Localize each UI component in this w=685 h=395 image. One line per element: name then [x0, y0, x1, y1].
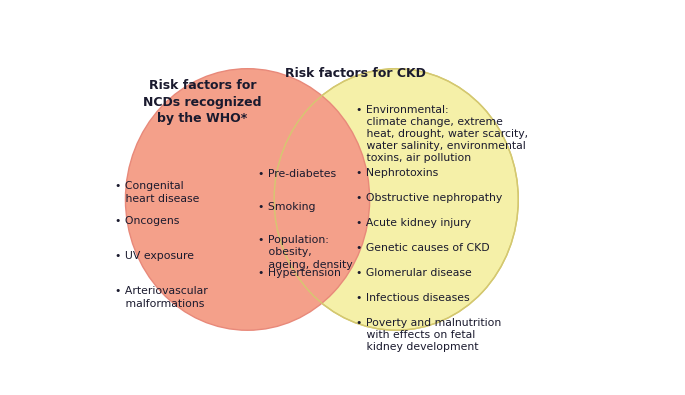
Text: • Poverty and malnutrition
   with effects on fetal
   kidney development: • Poverty and malnutrition with effects … — [356, 318, 501, 352]
Ellipse shape — [274, 69, 519, 330]
Text: • Obstructive nephropathy: • Obstructive nephropathy — [356, 193, 503, 203]
Text: • Glomerular disease: • Glomerular disease — [356, 268, 472, 278]
Text: • Oncogens: • Oncogens — [115, 216, 179, 226]
Text: • Congenital
   heart disease: • Congenital heart disease — [115, 181, 199, 204]
Text: • Acute kidney injury: • Acute kidney injury — [356, 218, 471, 228]
Text: • Infectious diseases: • Infectious diseases — [356, 293, 470, 303]
Text: Risk factors for
NCDs recognized
by the WHO*: Risk factors for NCDs recognized by the … — [143, 79, 262, 125]
Text: • Nephrotoxins: • Nephrotoxins — [356, 168, 438, 178]
Text: • Smoking: • Smoking — [258, 202, 316, 212]
Text: • Arteriovascular
   malformations: • Arteriovascular malformations — [115, 286, 208, 308]
Text: • Population:
   obesity,
   ageing, density: • Population: obesity, ageing, density — [258, 235, 353, 269]
Ellipse shape — [125, 69, 370, 330]
Text: • Environmental:
   climate change, extreme
   heat, drought, water scarcity,
  : • Environmental: climate change, extreme… — [356, 105, 529, 163]
Text: • Pre-diabetes: • Pre-diabetes — [258, 169, 336, 179]
Text: • Hypertension: • Hypertension — [258, 267, 341, 278]
Text: Risk factors for CKD: Risk factors for CKD — [285, 67, 425, 80]
Text: • Genetic causes of CKD: • Genetic causes of CKD — [356, 243, 490, 253]
Text: • UV exposure: • UV exposure — [115, 251, 194, 261]
